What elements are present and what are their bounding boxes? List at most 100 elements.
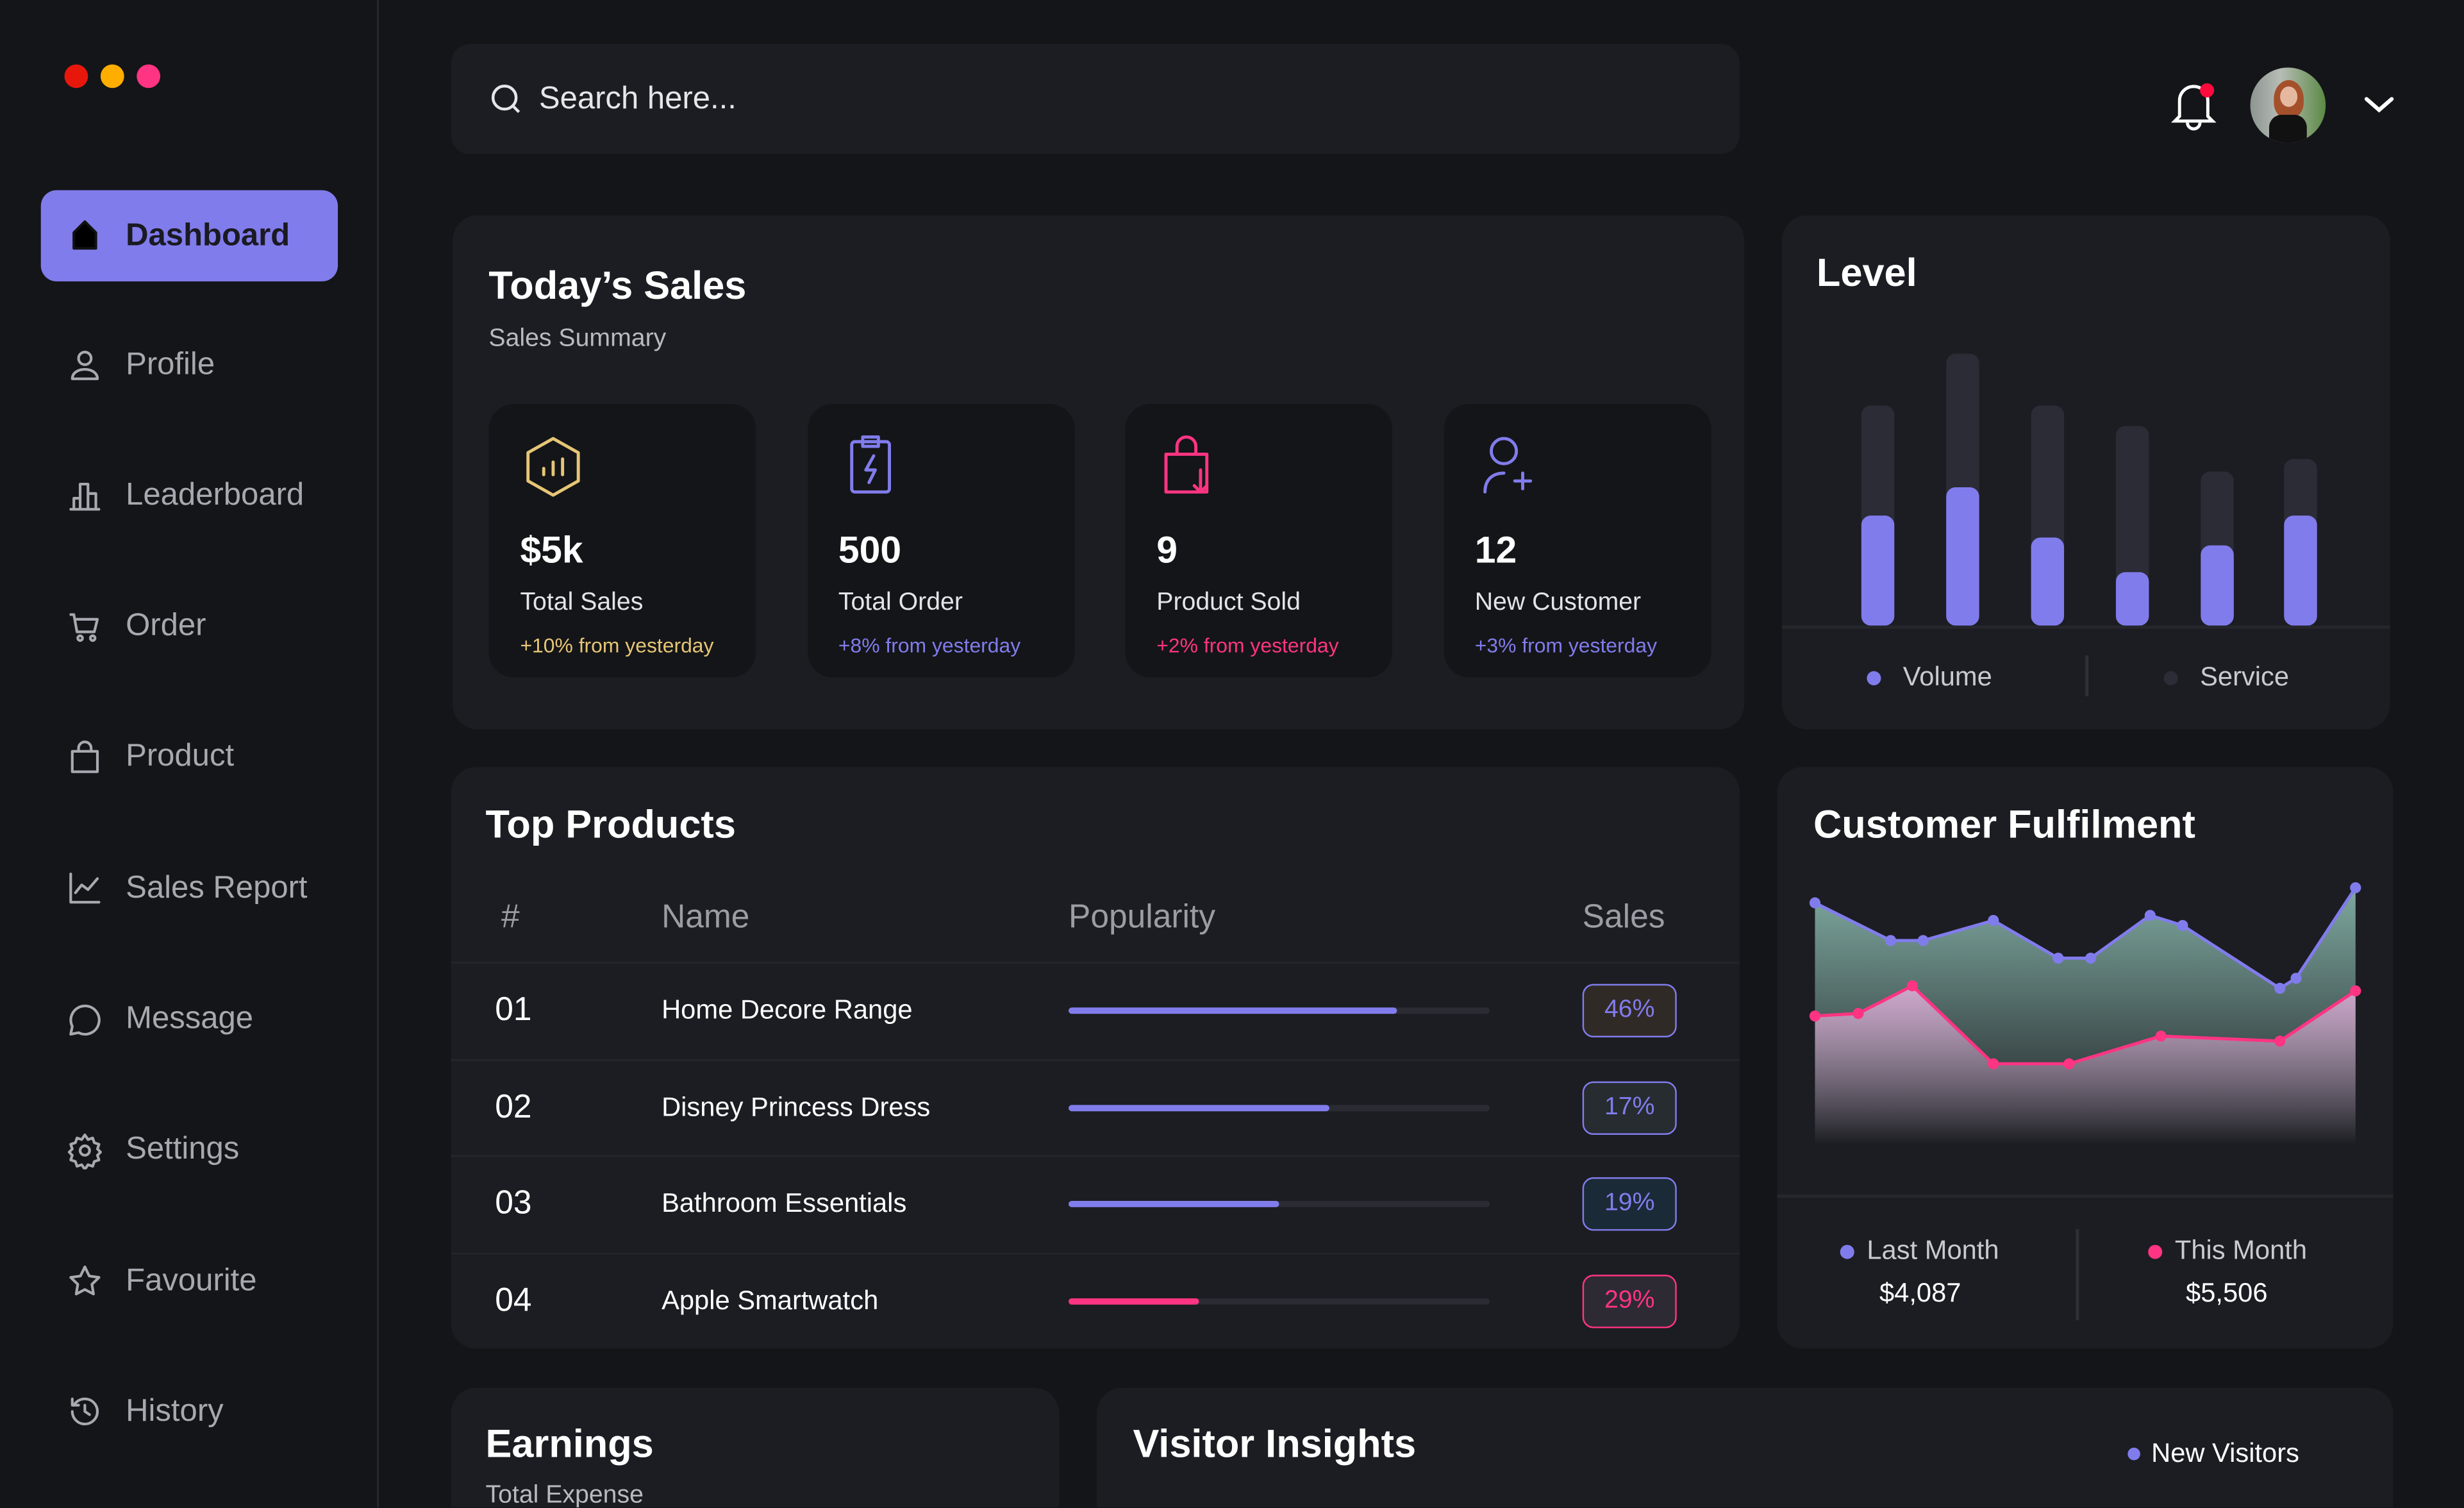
todays-sales-panel: Today’s Sales Sales Summary $5k Total Sa…: [453, 215, 1745, 730]
point-last-month: [1917, 935, 1929, 946]
legend-label: Volume: [1902, 662, 1992, 692]
divider: [1782, 625, 2390, 628]
table-row[interactable]: 03 Bathroom Essentials 19%: [451, 1155, 1740, 1253]
chevron-down-icon[interactable]: [2362, 94, 2397, 116]
window-close-dot[interactable]: [64, 64, 88, 88]
legend-label: Last Month: [1867, 1235, 1999, 1266]
table-row[interactable]: 02 Disney Princess Dress 17%: [451, 1059, 1740, 1157]
stat-card-new-customer: 12 New Customer +3% from yesterday: [1443, 404, 1711, 678]
sidebar-item-favourite[interactable]: Favourite: [41, 1236, 338, 1327]
point-last-month: [2085, 952, 2097, 964]
stat-card-total-sales: $5k Total Sales +10% from yesterday: [488, 404, 756, 678]
popularity-bar: [1069, 1104, 1490, 1111]
stat-value: $5k: [520, 530, 583, 573]
customer-fulfilment-panel: Customer Fulfilment Last Month $4,087 Th…: [1777, 767, 2393, 1349]
popularity-fill: [1069, 1007, 1397, 1014]
divider: [2085, 655, 2088, 697]
this-month-total: $5,506: [2186, 1278, 2268, 1308]
point-last-month: [2177, 919, 2188, 932]
todays-sales-title: Today’s Sales: [488, 264, 747, 308]
sidebar-item-label: Sales Report: [126, 870, 308, 905]
sidebar-item-history[interactable]: History: [41, 1366, 338, 1457]
row-number: 04: [495, 1282, 532, 1320]
sidebar-item-sales-report[interactable]: Sales Report: [41, 842, 338, 934]
stat-change: +2% from yesterday: [1156, 633, 1339, 657]
popularity-fill: [1069, 1104, 1330, 1111]
message-icon: [69, 1003, 101, 1035]
row-number: 03: [495, 1185, 532, 1222]
bag-icon: [71, 740, 99, 773]
legend-volume: Volume: [1867, 662, 1992, 693]
sidebar-item-label: Order: [126, 608, 206, 643]
popularity-fill: [1069, 1201, 1279, 1208]
line-this-month: [1815, 984, 2357, 1066]
search-placeholder: Search here...: [538, 81, 737, 116]
bar-volume-2: [1946, 487, 1979, 626]
point-this-month: [1988, 1058, 1999, 1069]
bell-icon: [2170, 85, 2217, 131]
product-name: Bathroom Essentials: [662, 1189, 907, 1219]
sidebar-item-settings[interactable]: Settings: [41, 1105, 338, 1196]
stat-label: Product Sold: [1156, 589, 1301, 616]
popularity-bar: [1069, 1298, 1490, 1305]
sidebar-item-order[interactable]: Order: [41, 581, 338, 672]
legend-dot: [2163, 670, 2178, 685]
sidebar-item-message[interactable]: Message: [41, 974, 338, 1065]
window-maximize-dot[interactable]: [137, 64, 161, 88]
point-this-month: [2350, 985, 2361, 997]
user-add-icon: [1482, 437, 1531, 494]
popularity-bar: [1069, 1007, 1490, 1014]
column-header-popularity: Popularity: [1069, 899, 1215, 935]
product-name: Home Decore Range: [662, 994, 913, 1025]
legend-dot: [1840, 1244, 1854, 1259]
customer-fulfilment-chart: [1809, 882, 2361, 1144]
stat-value: 9: [1156, 530, 1178, 573]
earnings-panel: Earnings Total Expense: [451, 1387, 1060, 1507]
row-number: 02: [495, 1089, 532, 1125]
stat-label: Total Order: [838, 589, 963, 616]
point-last-month: [1885, 935, 1897, 946]
sidebar-item-label: Dashboard: [126, 217, 290, 253]
earnings-title: Earnings: [485, 1422, 654, 1467]
stat-card-total-order: 500 Total Order +8% from yesterday: [806, 404, 1074, 678]
sidebar-item-label: Settings: [126, 1132, 240, 1167]
home-icon: [72, 220, 97, 250]
sidebar-item-profile[interactable]: Profile: [41, 319, 338, 410]
sidebar-item-product[interactable]: Product: [41, 712, 338, 803]
legend-service: Service: [2163, 662, 2289, 693]
point-this-month: [1906, 980, 1918, 992]
sidebar-item-dashboard[interactable]: Dashboard: [40, 190, 338, 281]
table-row[interactable]: 01 Home Decore Range 46%: [451, 962, 1740, 1059]
customer-fulfilment-title: Customer Fulfilment: [1813, 803, 2195, 848]
divider: [1777, 1194, 2393, 1197]
sidebar-item-leaderboard[interactable]: Leaderboard: [41, 450, 338, 541]
stat-change: +10% from yesterday: [520, 633, 714, 657]
top-products-panel: Top Products # Name Popularity Sales 01 …: [451, 767, 1740, 1350]
search-input[interactable]: Search here...: [451, 44, 1740, 155]
point-this-month: [1852, 1008, 1864, 1019]
window-minimize-dot[interactable]: [100, 64, 124, 88]
cart-icon: [69, 612, 99, 642]
legend-dot: [1867, 670, 1881, 685]
search-icon: [491, 84, 520, 113]
bag-download-icon: [1164, 435, 1209, 494]
level-title: Level: [1816, 251, 1917, 296]
avatar[interactable]: [2250, 67, 2326, 144]
sales-badge: 19%: [1582, 1178, 1677, 1232]
divider: [2076, 1229, 2079, 1321]
earnings-subtitle: Total Expense: [485, 1482, 644, 1507]
notification-bell-button[interactable]: [2170, 79, 2218, 132]
legend-label: This Month: [2174, 1235, 2308, 1266]
sidebar-item-label: Message: [126, 1001, 254, 1036]
sidebar-item-label: Favourite: [126, 1263, 257, 1298]
gear-icon: [67, 1133, 102, 1169]
sidebar: Dashboard Profile Leaderboard Order Product S…: [0, 0, 379, 1507]
line-chart-icon: [69, 873, 101, 904]
history-icon: [71, 1398, 99, 1427]
legend-this-month: This Month: [2148, 1236, 2307, 1267]
legend-label: New Visitors: [2151, 1438, 2299, 1468]
stat-value: 500: [838, 530, 902, 573]
table-row[interactable]: 04 Apple Smartwatch 29%: [451, 1253, 1740, 1350]
stat-card-product-sold: 9 Product Sold +2% from yesterday: [1125, 404, 1393, 678]
bar-volume-5: [2201, 545, 2234, 626]
